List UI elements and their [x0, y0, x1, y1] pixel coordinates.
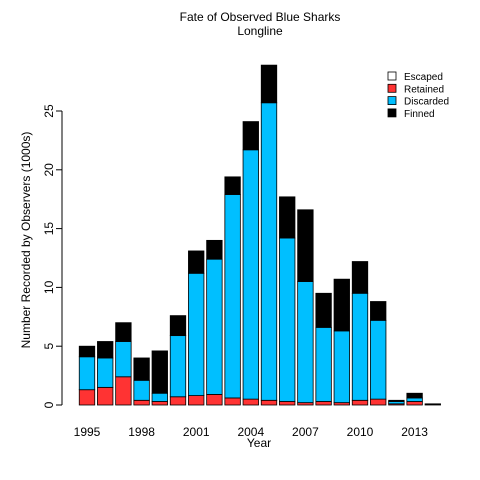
bar-segment-retained-1996 — [97, 386, 114, 406]
y-tick-label: 5 — [42, 343, 56, 350]
bar-segment-discarded-1997 — [115, 341, 132, 378]
bar-segment-discarded-1999 — [151, 392, 168, 402]
x-tick-label: 2004 — [237, 425, 264, 439]
bar-segment-finned-1995 — [78, 345, 96, 358]
y-tick-label: 15 — [42, 222, 56, 236]
bar-segment-retained-1998 — [133, 399, 150, 406]
bar-segment-retained-2001 — [188, 395, 205, 406]
bar-segment-discarded-1998 — [133, 379, 150, 401]
bar-segment-discarded-2013 — [406, 397, 423, 402]
bar-segment-finned-2007 — [297, 209, 314, 282]
y-axis-label: Number Recorded by Observers (1000s) — [19, 132, 33, 349]
bar-segment-discarded-2006 — [279, 237, 296, 402]
x-axis: 1995 1998 2001 2004 2007 2010 2013 — [74, 425, 429, 439]
bar-segment-retained-2010 — [351, 399, 369, 406]
bar-segment-finned-2005 — [260, 64, 278, 104]
bar-segment-discarded-2009 — [333, 330, 350, 404]
y-tick-label: 10 — [42, 280, 56, 294]
x-tick-label: 1998 — [128, 425, 155, 439]
bar-segment-finned-2010 — [351, 261, 369, 294]
bar-segment-discarded-2010 — [351, 292, 369, 401]
legend-label-finned: Finned — [404, 109, 435, 120]
bar-segment-discarded-2011 — [370, 319, 387, 400]
x-tick-label: 2001 — [183, 425, 210, 439]
bar-segment-retained-2008 — [315, 401, 332, 406]
legend-label-escaped: Escaped — [404, 72, 443, 83]
x-tick-label: 1995 — [74, 425, 101, 439]
bar-segment-finned-2000 — [169, 315, 187, 337]
bar-segment-retained-1995 — [78, 389, 96, 406]
bar-segment-retained-1997 — [115, 376, 132, 406]
bar-segment-finned-2014 — [424, 403, 441, 406]
bar-segment-finned-2012 — [388, 399, 405, 402]
legend-swatch-finned — [387, 108, 397, 118]
bar-segment-discarded-1995 — [78, 356, 96, 391]
bar-segment-retained-2013 — [406, 401, 423, 406]
legend-swatch-retained — [387, 83, 397, 93]
y-tick-label: 0 — [42, 401, 56, 408]
bar-segment-finned-2009 — [333, 278, 350, 332]
x-tick-label: 2010 — [347, 425, 374, 439]
legend-label-retained: Retained — [404, 84, 444, 95]
bar-segment-retained-2002 — [206, 394, 223, 406]
bar-segment-discarded-2001 — [188, 272, 205, 396]
chart-subtitle: Longline — [237, 24, 283, 38]
bar-segment-retained-2000 — [169, 396, 187, 406]
y-tick-label: 20 — [42, 163, 56, 177]
bar-segment-discarded-2005 — [260, 102, 278, 401]
bar-segment-finned-1999 — [151, 350, 168, 394]
bar-segment-discarded-1996 — [97, 357, 114, 388]
bar-segment-discarded-2004 — [242, 149, 259, 400]
bar-segment-finned-2013 — [406, 392, 423, 399]
bar-segment-discarded-2000 — [169, 335, 187, 398]
bar-segment-finned-1996 — [97, 341, 114, 359]
x-tick-label: 2013 — [401, 425, 428, 439]
x-axis-label: Year — [247, 436, 271, 450]
x-tick-label: 2007 — [292, 425, 319, 439]
bar-segment-retained-2011 — [370, 398, 387, 406]
bar-segment-finned-2002 — [206, 239, 223, 260]
bar-segment-discarded-2003 — [224, 194, 241, 399]
bar-segment-finned-1998 — [133, 357, 150, 381]
bar-segment-retained-2005 — [260, 399, 278, 406]
bar-segment-finned-2006 — [279, 196, 296, 239]
bars-group — [78, 64, 441, 406]
y-tick-label: 25 — [42, 104, 56, 118]
bar-segment-finned-2008 — [315, 292, 332, 328]
bar-segment-discarded-2008 — [315, 326, 332, 402]
bar-segment-retained-2006 — [279, 401, 296, 406]
bar-segment-finned-1997 — [115, 322, 132, 342]
bar-segment-discarded-2002 — [206, 258, 223, 395]
bar-segment-retained-2003 — [224, 397, 241, 406]
y-axis: 0 5 10 15 20 25 — [42, 104, 63, 408]
bar-segment-finned-2001 — [188, 250, 205, 274]
bar-segment-finned-2004 — [242, 121, 259, 151]
bar-segment-finned-2003 — [224, 176, 241, 195]
bar-segment-retained-2004 — [242, 398, 259, 406]
legend-swatch-escaped — [387, 71, 397, 81]
chart-title: Fate of Observed Blue Sharks — [180, 10, 341, 24]
legend-label-discarded: Discarded — [404, 97, 449, 108]
bar-segment-finned-2011 — [370, 301, 387, 321]
legend-swatch-discarded — [387, 96, 397, 105]
bar-segment-discarded-2007 — [297, 281, 314, 404]
bar-segment-retained-1999 — [151, 401, 168, 406]
